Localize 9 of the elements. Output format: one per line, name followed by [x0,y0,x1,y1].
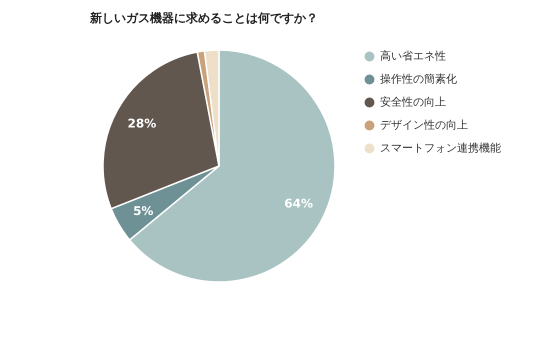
legend-label: スマートフォン連携機能 [380,142,501,154]
legend-label: デザイン性の向上 [380,118,468,132]
data-label: 28% [128,116,156,131]
legend-label: 操作性の簡素化 [380,72,457,86]
legend-label: 高い省エネ性 [380,50,446,62]
data-label: 5% [133,204,154,218]
data-label: 64% [284,196,313,210]
chart-title: 新しいガス機器に求めることは何ですか？ [89,11,318,25]
legend-label: 安全性の向上 [380,96,446,108]
